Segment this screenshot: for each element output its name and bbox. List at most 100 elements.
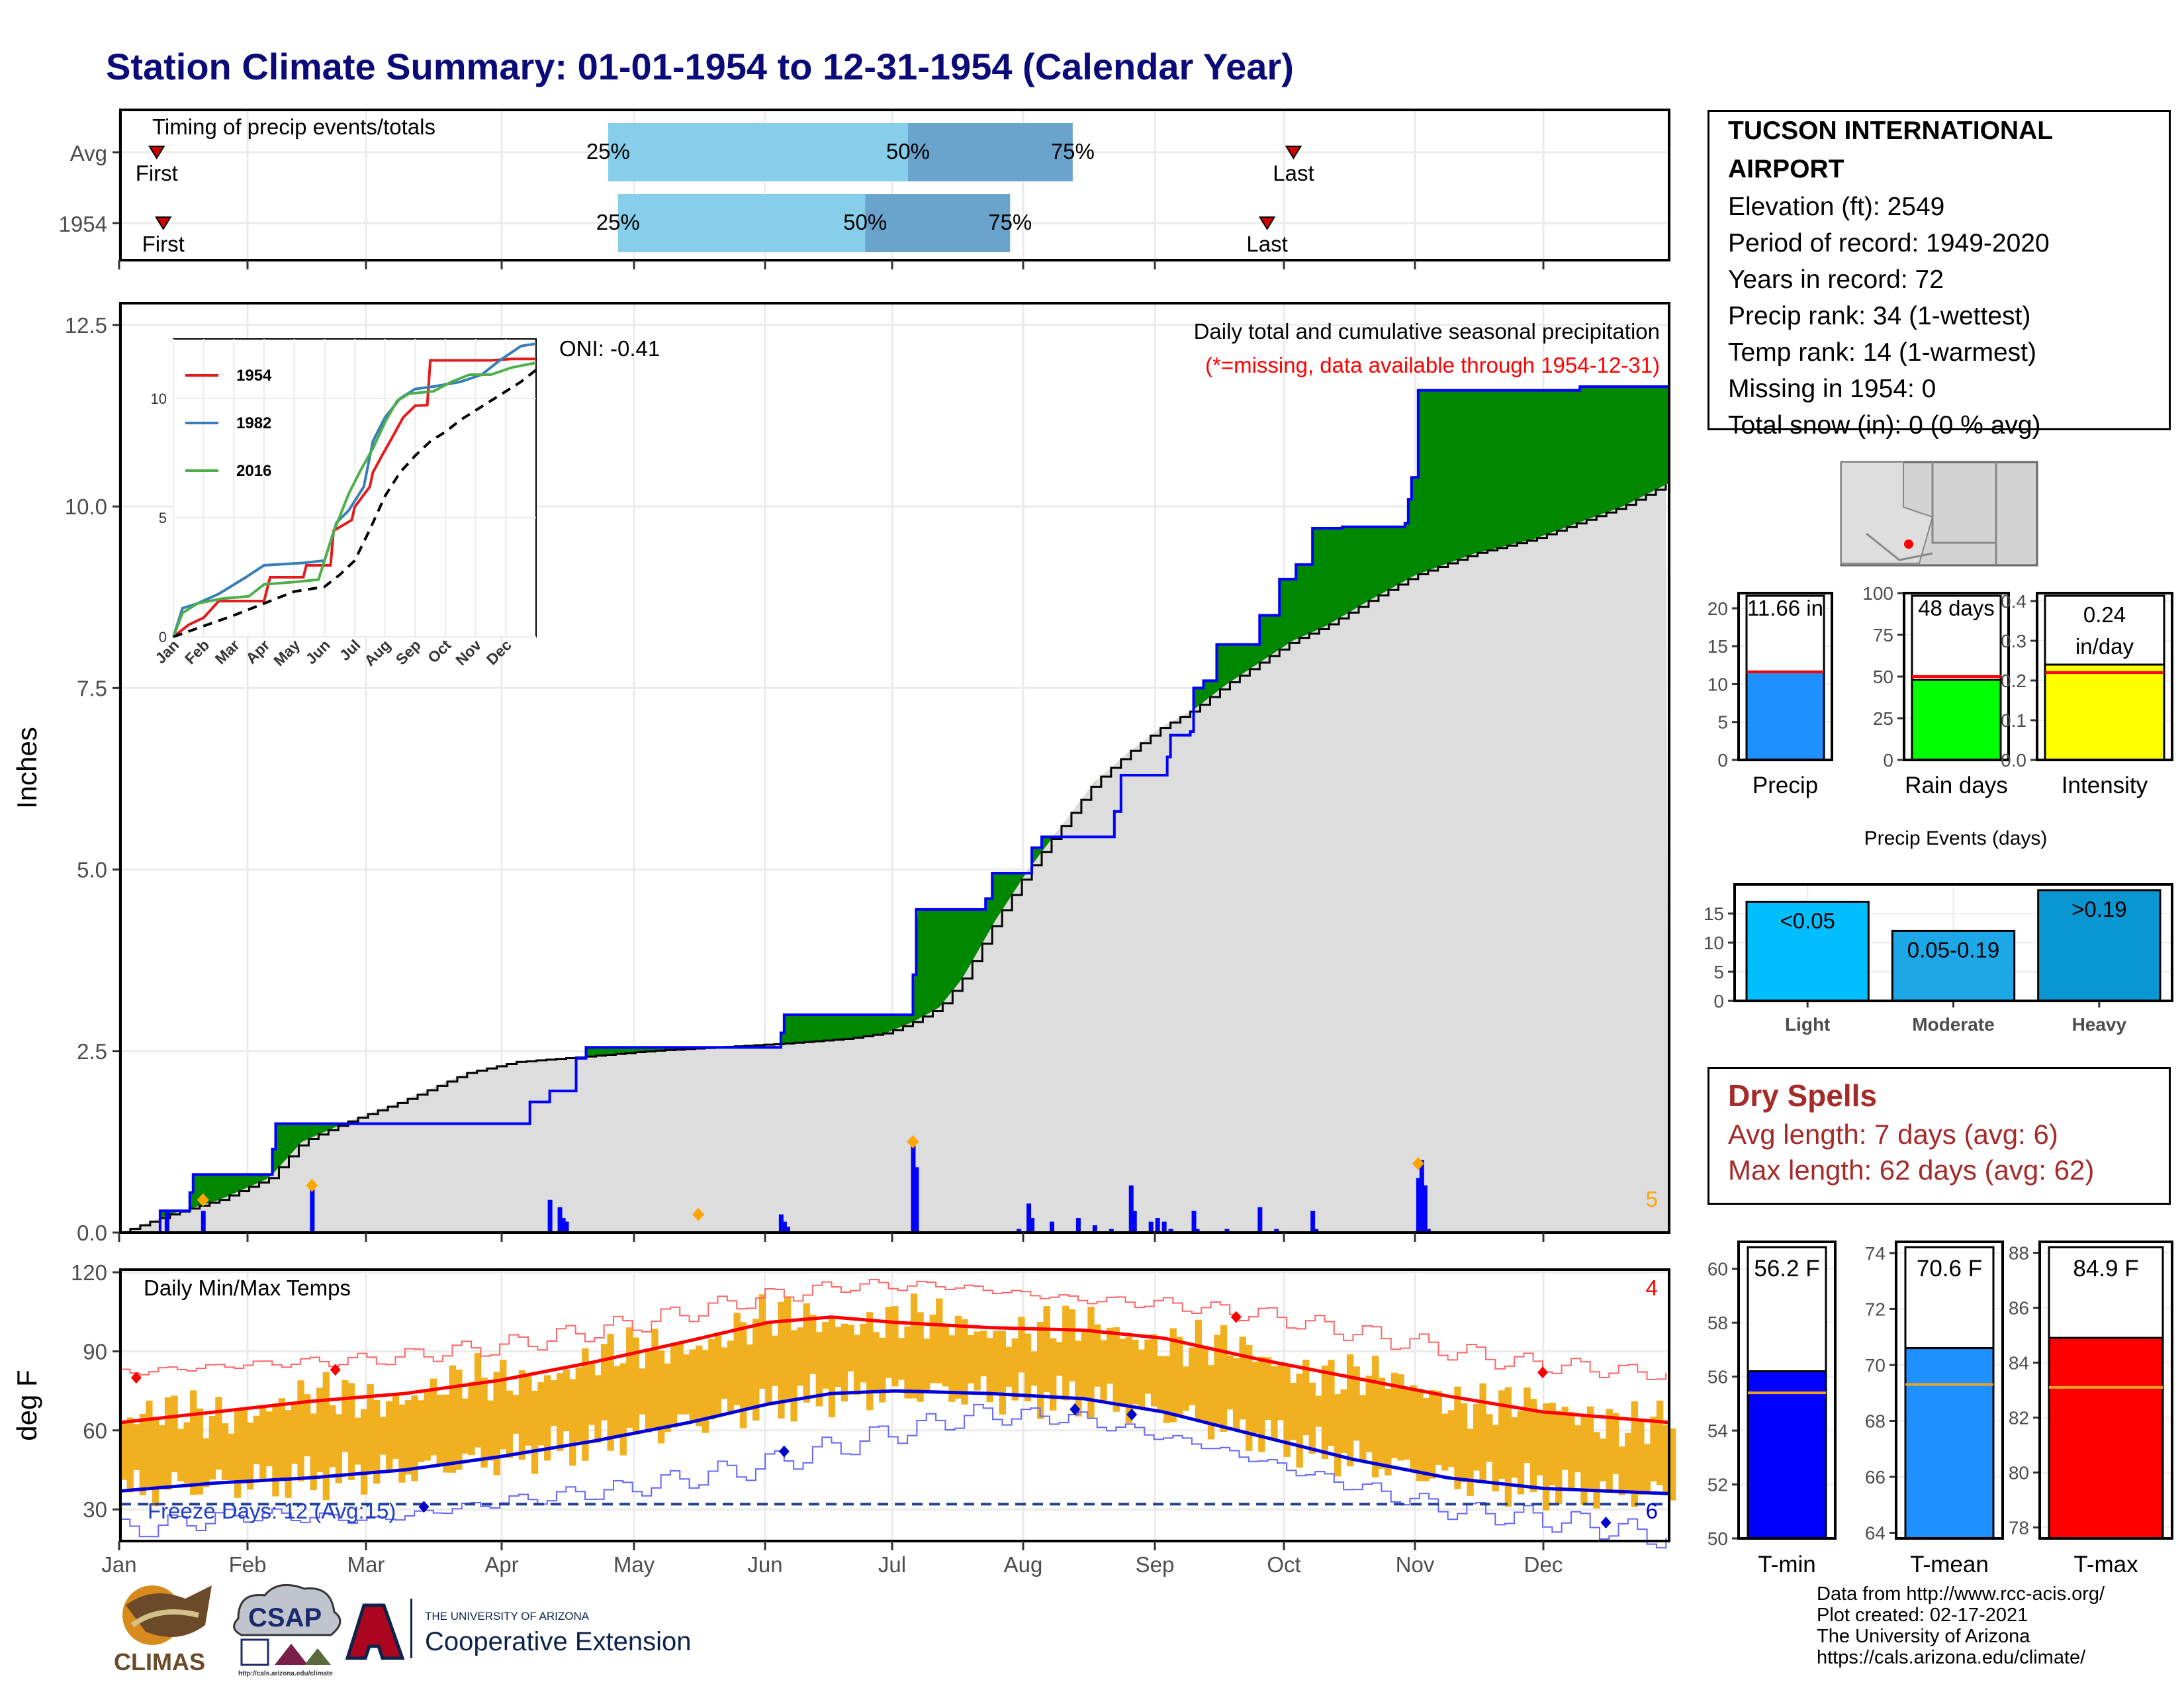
daily-temp-bar — [1372, 1356, 1379, 1477]
month-tick-label: Feb — [229, 1552, 267, 1577]
daily-precip-bar — [1017, 1229, 1022, 1233]
daily-temp-bar — [708, 1338, 715, 1420]
daily-temp-bar — [1144, 1339, 1152, 1394]
daily-temp-bar — [133, 1424, 140, 1470]
daily-temp-bar — [190, 1390, 197, 1495]
daily-temp-bar — [386, 1401, 393, 1470]
daily-precip-bar — [785, 1227, 790, 1233]
daily-temp-bar — [183, 1422, 191, 1483]
daily-temp-bar — [828, 1318, 836, 1417]
timing-bar-q25-q50 — [617, 194, 866, 252]
credit-date: Plot created: 02-17-2021 — [1817, 1605, 2028, 1626]
daily-temp-bar — [1555, 1411, 1563, 1505]
daily-temp-bar — [1612, 1413, 1619, 1474]
daily-temp-bar — [1132, 1339, 1139, 1405]
daily-temp-bar — [543, 1375, 551, 1461]
daily-temp-bar — [790, 1330, 797, 1422]
daily-temp-bar — [1385, 1388, 1392, 1476]
timing-row: 25% 50% 75% First Last — [120, 194, 1669, 256]
inset-legend-label: 1954 — [236, 367, 272, 385]
event-bar-value-label: <0.05 — [1780, 908, 1835, 933]
timing-row-label: Avg — [70, 141, 107, 165]
temp-bar-label: T-max — [2073, 1552, 2138, 1577]
daily-precip-bar — [1274, 1229, 1279, 1233]
summary-bar-y-tick: 0.2 — [2001, 671, 2026, 691]
daily-temp-bar — [600, 1344, 608, 1421]
daily-precip-bar — [1191, 1211, 1197, 1233]
timing-bar-q50-q75 — [865, 194, 1011, 252]
daily-temp-bar — [885, 1307, 893, 1378]
climas-logo: CLIMAS — [114, 1585, 212, 1675]
summary-bar-intensity: 0.0 0.1 0.2 0.3 0.4 0.24 in/day Intensity — [2001, 591, 2173, 798]
daily-temp-bar — [518, 1370, 526, 1460]
summary-bar-label: Rain days — [1905, 773, 2008, 798]
daily-temp-bar — [1479, 1383, 1486, 1482]
daily-precip-bar — [778, 1214, 784, 1233]
daily-temp-bar — [860, 1324, 867, 1383]
temp-bar-t-mean: 64 66 68 70 72 74 70.6 F T-mean — [1865, 1241, 2004, 1577]
month-tick-label: Nov — [1396, 1552, 1435, 1577]
summary-bar-fill — [1911, 679, 2002, 761]
daily-precip-bar — [1026, 1203, 1032, 1233]
event-bar-light: <0.05 Light — [1745, 884, 1870, 1035]
daily-precip-bar — [1224, 1229, 1230, 1233]
daily-temp-bar — [436, 1394, 443, 1466]
temp-bar-y-tick: 54 — [1707, 1421, 1728, 1441]
stat-precip-rank: Precip rank: 34 (1-wettest) — [1728, 302, 2031, 330]
daily-temp-bar — [822, 1322, 829, 1389]
temp-avg-min-line — [120, 1389, 1670, 1495]
temp-corner-count: 4 — [1646, 1276, 1658, 1300]
precip-y-axis-label: Inches — [11, 727, 42, 809]
events-y-tick: 5 — [1713, 962, 1724, 982]
daily-temp-bar — [310, 1413, 317, 1491]
temperature-bars: 50 52 54 56 58 60 56.2 F T-min 64 66 68 70 72 74 70.6 … — [1707, 1241, 2173, 1577]
daily-temp-bar — [1536, 1413, 1543, 1476]
daily-temp-bar — [948, 1335, 956, 1402]
daily-temp-bar — [278, 1398, 286, 1479]
temp-bar-y-tick: 86 — [2009, 1298, 2029, 1319]
daily-temp-bar — [1207, 1365, 1215, 1440]
timing-bar-q25-q50 — [608, 123, 908, 181]
daily-temp-bar — [910, 1293, 918, 1399]
daily-temp-bar — [891, 1306, 899, 1387]
summary-bar-y-tick: 5 — [1717, 712, 1728, 733]
daily-temp-bar — [986, 1338, 993, 1403]
daily-precip-bar — [1419, 1160, 1424, 1233]
daily-temp-bar — [322, 1372, 330, 1501]
precip-max-marker — [692, 1207, 705, 1221]
precip-chart: 0.0 2.5 5.0 7.5 10.0 12.5 Daily total and cumu… — [11, 302, 1670, 1245]
timing-quantile-label: 25% — [596, 210, 640, 234]
daily-temp-bar — [1018, 1317, 1025, 1373]
daily-temp-bar — [417, 1400, 425, 1462]
daily-temp-bar — [1246, 1344, 1253, 1451]
timing-quantile-label: 50% — [843, 210, 887, 234]
temp-bar-y-tick: 66 — [1865, 1467, 1886, 1487]
summary-bar-rain-days: 0 25 50 75 100 48 days Rain days — [1862, 583, 2010, 798]
daily-precip-bar — [164, 1211, 169, 1233]
daily-temp-bar — [733, 1313, 741, 1405]
daily-temp-bar — [1637, 1421, 1645, 1495]
summary-bar-value-label: 0.24 — [2083, 602, 2126, 627]
daily-temp-bar — [1486, 1414, 1493, 1462]
temp-bar-ceiling — [2048, 1246, 2164, 1339]
daily-temp-bar — [1669, 1428, 1676, 1501]
daily-temp-bar — [967, 1335, 975, 1383]
timing-chart: 25% 50% 75% First Last Avg 25% 50% 75% First Last 1… — [59, 109, 1670, 269]
stat-elevation: Elevation (ft): 2549 — [1728, 193, 1945, 221]
timing-first-marker — [148, 146, 165, 160]
daily-temp-bar — [1271, 1366, 1278, 1441]
daily-temp-bar — [1251, 1362, 1259, 1433]
daily-precip-bar — [1075, 1218, 1081, 1233]
dry-spells-avg: Avg length: 7 days (avg: 6) — [1728, 1119, 2058, 1150]
daily-temp-bar — [265, 1411, 273, 1467]
temp-bar-t-min: 50 52 54 56 58 60 56.2 F T-min — [1707, 1241, 1837, 1577]
event-bar-value-label: >0.19 — [2071, 897, 2127, 921]
dry-spells-title: Dry Spells — [1728, 1078, 1877, 1113]
daily-temp-bar — [1258, 1356, 1265, 1452]
daily-temp-bar — [1315, 1395, 1322, 1427]
inset-y-tick-label: 5 — [159, 510, 167, 526]
summary-bar-y-tick: 0.4 — [2001, 591, 2026, 612]
precip-y-tick-label: 10.0 — [65, 494, 107, 519]
daily-temp-bar — [1580, 1414, 1588, 1505]
daily-temp-bar — [778, 1301, 785, 1419]
